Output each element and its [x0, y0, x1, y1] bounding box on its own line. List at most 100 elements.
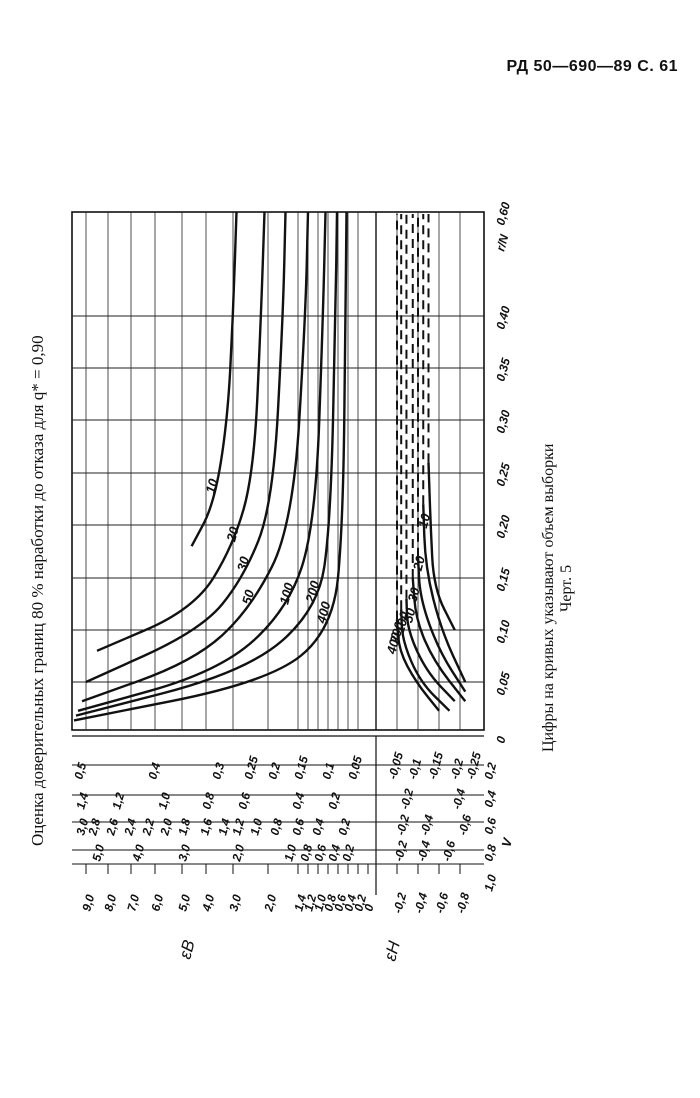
- eps-b-scale-label: 0,2: [351, 893, 369, 913]
- eps-b-scale-label: 7,0: [124, 893, 142, 913]
- r-axis-tick-label: 0,05: [493, 670, 513, 696]
- curve-label: 50: [239, 587, 257, 606]
- eps-b-scale-label: 1,2: [301, 893, 319, 913]
- eps-b-scale-label: 6,0: [148, 893, 166, 913]
- page-header: РД 50—690—89 С. 61: [506, 58, 678, 75]
- r-axis-tick-label: 0,30: [493, 408, 513, 434]
- eps-b-scale-label: 1,0: [311, 893, 329, 913]
- r-axis-tick-label: 0,20: [493, 513, 513, 539]
- v02-scale-label: 0,5: [71, 761, 89, 781]
- v06-scale-label: -0,2: [393, 813, 412, 837]
- eps-b-scale-label: 0,6: [331, 893, 349, 913]
- v06-scale-label: 0,6: [289, 817, 307, 837]
- r-axis-tick-label: 0: [493, 734, 508, 744]
- upper-curve-200: [75, 211, 339, 717]
- v02-scale-label: -0,2: [447, 757, 466, 781]
- eps-b-scale-label: 3,0: [226, 893, 244, 913]
- lower-curve-50: [411, 577, 467, 702]
- upper-curve-400: [73, 211, 348, 722]
- v06-scale-label: 1,2: [229, 817, 247, 837]
- v08-scale-label: 5,0: [89, 843, 107, 863]
- upper-curve-30: [85, 211, 287, 684]
- v-scale-label: 0,6: [481, 816, 499, 836]
- v06-scale-label: 1,8: [175, 817, 193, 837]
- r-axis-tick-label: 0,40: [493, 304, 513, 330]
- v08-scale-label: 4,0: [129, 843, 147, 864]
- v08-scale-label: 3,0: [175, 843, 193, 863]
- r-axis-tick-label: 0,15: [493, 566, 513, 592]
- eps-b-scale-label: 4,0: [199, 893, 217, 914]
- lower-curve-100: [405, 598, 456, 703]
- v-scale-label: 0,8: [481, 843, 499, 863]
- v02-scale-label: -0,15: [425, 750, 446, 780]
- r-axis-tick-label: 0,35: [493, 356, 513, 382]
- v06-scale-label: 3,0: [73, 817, 91, 837]
- v04-scale-label: 0,8: [199, 791, 217, 811]
- v06-scale-label: -0,6: [455, 813, 474, 837]
- curve-label: 50: [400, 606, 418, 625]
- v08-scale-label: -0,6: [439, 839, 458, 863]
- v06-scale-label: 1,0: [247, 817, 265, 837]
- curve-label: 20: [223, 524, 242, 544]
- eps-b-scale-label: 0,4: [341, 893, 359, 913]
- v08-scale-label: 0,2: [339, 843, 357, 863]
- v08-scale-label: 0,4: [325, 843, 343, 863]
- upper-curve-100: [77, 211, 327, 712]
- v02-scale-label: 0,4: [145, 761, 163, 781]
- curve-label: 400: [383, 630, 404, 657]
- v08-scale-label: 2,0: [229, 843, 247, 864]
- v06-scale-label: 0,8: [267, 817, 285, 837]
- eps-h-scale-label: -0,2: [390, 891, 409, 915]
- curve-label: 200: [302, 578, 323, 605]
- eps-h-scale-label: -0,6: [432, 891, 451, 915]
- v06-scale-label: 2,6: [103, 817, 121, 838]
- v06-scale-label: 0,2: [335, 817, 353, 837]
- upper-curve-10: [190, 211, 238, 547]
- eps-b-scale-label: 0,8: [321, 893, 339, 913]
- r-axis-tick-label: 0,60: [493, 200, 513, 226]
- v04-scale-label: 1,4: [73, 791, 91, 811]
- curve-label: 30: [234, 554, 252, 573]
- v04-scale-label: -0,2: [397, 787, 416, 811]
- v04-scale-label: 1,2: [109, 791, 127, 811]
- chart-frame: [71, 211, 485, 731]
- v06-scale-label: 2,0: [157, 817, 175, 838]
- v-scale-label: 0,4: [481, 789, 499, 809]
- eps-h-scale-label: -0,4: [411, 891, 430, 915]
- r-axis-tick-label: 0,10: [493, 618, 513, 644]
- r-axis-tick-label: 0,25: [493, 461, 513, 487]
- v02-scale-label: 0,25: [241, 754, 261, 780]
- v06-scale-label: 1,6: [197, 817, 215, 837]
- v-axis-label: V: [498, 835, 515, 849]
- lower-curve-20: [422, 504, 467, 683]
- v08-scale-label: -0,2: [391, 839, 410, 863]
- v08-scale-label: 0,6: [311, 843, 329, 863]
- eps-b-scale-label: 9,0: [79, 893, 97, 913]
- curve-label: 10: [203, 476, 221, 495]
- v08-scale-label: -0,4: [414, 839, 433, 863]
- v04-scale-label: -0,4: [449, 787, 468, 811]
- v02-scale-label: -0,1: [405, 757, 424, 781]
- v-scale-label: 0,2: [481, 761, 499, 781]
- v02-scale-label: -0,05: [385, 750, 406, 780]
- eps-b-scale-label: 2,0: [261, 893, 279, 914]
- v08-scale-label: 0,8: [297, 843, 315, 863]
- eps-b-scale-label: 5,0: [175, 893, 193, 913]
- v06-scale-label: 2,4: [121, 817, 139, 838]
- v06-scale-label: 2,8: [85, 817, 103, 838]
- v04-scale-label: 0,6: [235, 791, 253, 811]
- v02-scale-label: 0,15: [291, 754, 311, 780]
- v02-scale-label: -0,25: [463, 750, 484, 780]
- v04-scale-label: 1,0: [155, 791, 173, 811]
- v02-scale-label: 0,2: [265, 761, 283, 781]
- eps-b-axis-label: εB: [176, 938, 199, 961]
- v02-scale-label: 0,05: [345, 754, 365, 780]
- v08-scale-label: 1,0: [281, 843, 299, 863]
- curve-label: 400: [313, 599, 334, 626]
- v02-scale-label: 0,1: [319, 761, 337, 781]
- v06-scale-label: -0,4: [417, 813, 436, 837]
- eps-h-axis-label: εH: [381, 938, 405, 963]
- v-scale-label: 1,0: [481, 873, 499, 893]
- v04-scale-label: 0,4: [289, 791, 307, 811]
